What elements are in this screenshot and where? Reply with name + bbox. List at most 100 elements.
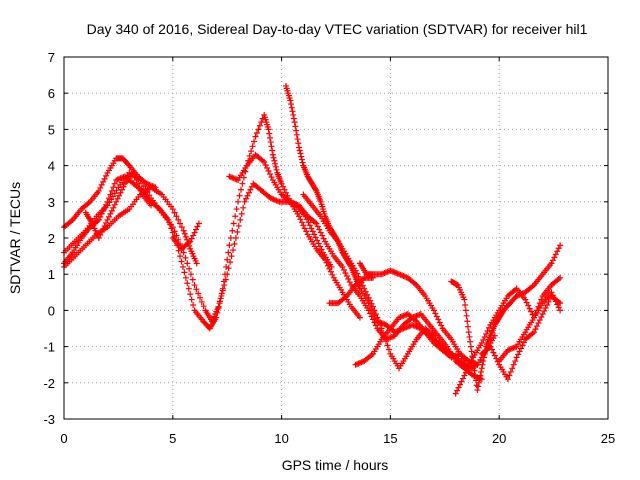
data-point (369, 303, 376, 310)
data-point (457, 381, 464, 388)
data-point (465, 329, 472, 336)
data-point (343, 273, 350, 280)
data-point (528, 308, 535, 315)
data-point (475, 379, 482, 386)
data-point (117, 189, 124, 196)
data-point (227, 235, 234, 241)
data-point (314, 237, 321, 244)
data-point (459, 375, 466, 382)
data-point (463, 312, 470, 319)
data-point (191, 229, 198, 236)
data-point (288, 101, 295, 108)
data-point (300, 222, 307, 229)
data-point (193, 226, 200, 233)
y-tick-label: 7 (48, 50, 55, 65)
data-point (461, 372, 468, 379)
data-point (186, 265, 193, 272)
data-point (522, 296, 529, 303)
data-point (262, 161, 269, 168)
data-point (371, 319, 378, 326)
data-point (272, 160, 279, 167)
data-point (95, 187, 102, 194)
data-point (95, 235, 102, 241)
data-point (237, 216, 244, 223)
data-point (475, 383, 482, 390)
data-point (100, 178, 107, 185)
data-point (298, 156, 305, 163)
data-point (486, 324, 493, 331)
data-point (298, 153, 305, 160)
data-point (555, 304, 562, 311)
data-point (222, 276, 229, 283)
data-point (171, 209, 178, 216)
data-point (346, 279, 353, 286)
data-point (239, 180, 246, 187)
data-point (312, 234, 319, 241)
data-point (229, 227, 236, 234)
data-point (266, 171, 273, 178)
data-point (169, 224, 176, 231)
series-track-16 (496, 289, 564, 365)
data-point (432, 310, 439, 317)
y-tick-label: 1 (48, 267, 55, 282)
x-tick-label: 5 (169, 431, 176, 446)
data-point (114, 195, 121, 202)
data-point (138, 180, 145, 187)
data-point (367, 310, 374, 317)
data-point (235, 198, 242, 205)
data-point (184, 280, 191, 287)
data-point (557, 274, 564, 281)
data-point (103, 219, 110, 226)
data-point (200, 303, 207, 310)
data-point (296, 213, 303, 220)
data-point (181, 269, 188, 276)
data-point (287, 97, 294, 104)
data-point (111, 190, 118, 197)
data-point (230, 220, 237, 227)
y-tick-label: 2 (48, 231, 55, 246)
data-point (175, 216, 182, 223)
data-point (290, 115, 297, 122)
data-point (282, 189, 289, 196)
x-tick-label: 15 (383, 431, 397, 446)
data-point (296, 147, 303, 154)
data-point (526, 305, 533, 312)
data-point (233, 206, 240, 213)
data-point (362, 288, 369, 295)
data-point (320, 235, 327, 242)
data-point (554, 301, 561, 308)
data-point (378, 325, 385, 332)
data-point (515, 351, 522, 358)
data-point (181, 230, 188, 237)
data-point (251, 138, 258, 145)
data-point (468, 357, 475, 364)
data-point (226, 242, 233, 249)
data-point (372, 322, 379, 329)
data-point (523, 299, 530, 306)
data-point (510, 361, 517, 368)
data-point (516, 348, 523, 355)
data-point (243, 195, 250, 202)
data-point (536, 317, 543, 324)
data-point (108, 207, 115, 214)
data-point (194, 223, 201, 230)
data-point (306, 222, 313, 229)
data-point (188, 235, 195, 242)
data-point (197, 294, 203, 301)
data-point (462, 307, 469, 314)
data-point (266, 134, 273, 141)
data-point (111, 180, 118, 187)
data-point (101, 175, 108, 182)
y-tick-label: 3 (48, 195, 55, 210)
data-point (513, 354, 520, 361)
data-point (478, 368, 485, 375)
data-point (470, 362, 477, 369)
x-tick-label: 20 (492, 431, 506, 446)
data-point (298, 219, 305, 226)
data-point (104, 216, 111, 223)
data-point (538, 314, 545, 321)
data-point (100, 225, 107, 232)
data-point (479, 361, 486, 368)
data-point (125, 161, 132, 168)
